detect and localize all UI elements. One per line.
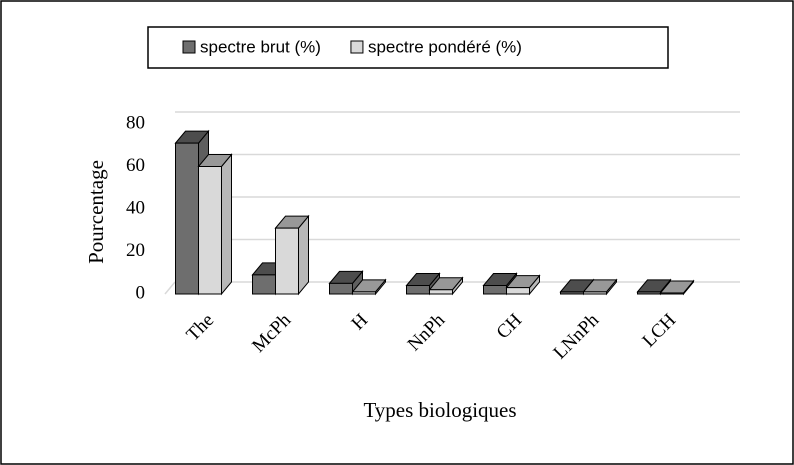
bar-front bbox=[329, 282, 353, 295]
bar-front bbox=[252, 274, 276, 295]
bar-front bbox=[429, 289, 453, 295]
bar-front bbox=[175, 142, 199, 295]
bar-front bbox=[406, 285, 430, 295]
y-tick-label: 20 bbox=[126, 240, 145, 261]
bar bbox=[505, 274, 541, 296]
bar bbox=[428, 276, 464, 296]
bar-front bbox=[352, 291, 376, 295]
x-axis-title: Types biologiques bbox=[363, 398, 516, 422]
bar bbox=[197, 153, 233, 296]
legend-label: spectre pondéré (%) bbox=[368, 37, 522, 56]
bar-front bbox=[637, 291, 661, 295]
bar-front bbox=[660, 292, 684, 295]
bar-front bbox=[560, 291, 584, 295]
y-tick-label: 40 bbox=[126, 197, 145, 218]
bar-front bbox=[275, 227, 299, 295]
y-tick-label: 0 bbox=[136, 282, 146, 303]
bar-front bbox=[583, 291, 607, 295]
y-axis-title: Pourcentage bbox=[84, 160, 108, 264]
bar bbox=[659, 279, 695, 296]
bar bbox=[582, 278, 618, 296]
bar-front bbox=[483, 285, 507, 295]
bar-side bbox=[298, 214, 309, 296]
legend-label: spectre brut (%) bbox=[200, 37, 321, 56]
legend-swatch bbox=[182, 40, 196, 54]
bar-side bbox=[221, 153, 232, 296]
y-tick-label: 80 bbox=[126, 112, 145, 133]
legend-swatch bbox=[350, 40, 364, 54]
bar-front bbox=[198, 166, 222, 295]
legend-box bbox=[147, 26, 669, 69]
bar-front bbox=[506, 287, 530, 295]
y-tick-label: 60 bbox=[126, 155, 145, 176]
bar bbox=[274, 214, 310, 296]
floor-line bbox=[164, 281, 176, 295]
bar bbox=[328, 269, 364, 296]
bar bbox=[351, 278, 387, 296]
